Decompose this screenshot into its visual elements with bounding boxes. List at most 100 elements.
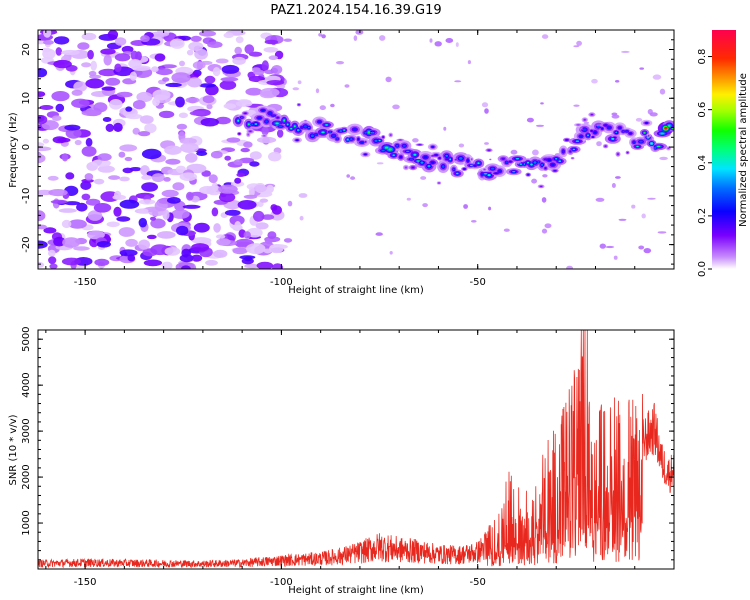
spectrogram-noise-blob [125,106,133,112]
colorbar-tick-label: 0.6 [697,102,708,118]
spectrogram-noise-blob [299,215,304,221]
spectrogram-noise-blob [81,62,92,68]
spectrogram-ylabel: Frequency (Hz) [8,112,19,188]
spectrogram-noise-blob [202,95,215,104]
spectrogram-noise-blob [207,41,223,48]
spectrogram-noise-blob [264,69,275,75]
spectrogram-noise-blob [257,136,277,144]
spectrogram-noise-blob [199,30,216,37]
spectrogram-noise-blob [167,197,181,204]
snr-ylabel: SNR (10 * v/v) [8,414,19,485]
spectrogram-noise-blob [71,98,90,109]
spectrogram-noise-blob [103,54,112,66]
spectrogram-ridge-blob [579,135,583,138]
spectrogram-noise-blob [631,204,636,209]
spectrogram-ridge-blob [575,140,580,142]
spectrogram-ridge-blob [629,132,632,135]
spectrogram-ridge-blob [515,158,520,160]
spectrogram-ridge-blob [417,160,420,162]
snr-ticks: -150 -100 -50 1000 2000 3000 4000 5000 [21,326,675,588]
spectrogram-ridge-blob [636,145,639,148]
spectrogram-noise-blob [292,87,300,91]
spectrogram-noise-blob [229,215,245,226]
spectrogram-ridge-blob [554,158,558,160]
spectrogram-frame [37,29,675,270]
spectrogram-ridge-blob [633,141,635,144]
spectrogram-ridge-blob [647,135,650,137]
spectrogram-noise-blob [65,172,75,180]
spectrogram-noise-blob [94,258,110,266]
spectrogram-ridge-blob [618,126,622,129]
spectrogram-noise-blob [43,227,57,234]
spectrogram-noise-blob [532,149,539,156]
spectrogram-noise-blob [526,117,534,123]
spectrogram-noise-blob [223,103,237,109]
spectrogram-noise-blob [85,137,93,147]
spectrogram-noise-blob [175,96,185,108]
spectrogram-ridge-blob [519,163,523,165]
spectrogram-ridge-blob [300,126,303,129]
spectrogram-ridge-blob [381,149,385,152]
spectrogram-ridge-blob [551,163,555,166]
spectrogram-noise-blob [93,178,105,185]
spectrogram-ridge-blob [543,158,548,161]
spectrogram-noise-blob [243,231,251,239]
spectrogram-ridge-blob [481,173,483,176]
spectrogram-noise-blob [639,67,644,70]
spectrogram-noise-blob [213,223,221,233]
spectrogram-noise-blob [615,176,621,179]
spectrogram-noise-blob [87,210,103,221]
spectrogram-noise-blob [218,184,238,194]
spectrogram-ticks: -150 -100 -50 20 10 0 -10 -20 [21,29,675,288]
spectrogram-noise-blob [249,161,260,167]
spectrogram-noise-blob [611,112,618,116]
spectrogram-noise-blob [216,238,231,246]
spectrogram-noise-blob [141,182,159,192]
spectrogram-noise-blob [385,76,392,83]
snr-xtick-label: -100 [270,577,293,588]
spectrogram-noise-blob [102,117,112,122]
spectrogram-ridge-blob [523,163,526,165]
spectrogram-noise-blob [277,129,284,138]
spectrogram-ridge-blob [505,161,508,164]
spectrogram-ridge-blob [657,145,661,148]
spectrogram-noise-blob [158,199,170,204]
spectrogram-ridge-blob [615,131,618,134]
spectrogram-ridge-blob [647,136,649,139]
spectrogram-ridge-blob [527,174,530,176]
colorbar-tick-label: 0.4 [697,155,708,171]
spectrogram-noise-blob [169,38,185,49]
spectrogram-noise-blob [39,105,54,110]
spectrogram-ridge-blob [268,112,272,115]
spectrogram-noise-blob [179,60,185,67]
spectrogram-noise-blob [64,201,81,206]
spectrogram-noise-blob [178,112,188,119]
spectrogram-noise-blob [445,38,454,43]
spectrogram-noise-blob [97,165,115,173]
spectrogram-ridge-blob [390,134,392,136]
spectrogram-noise-blob [136,91,153,103]
spectrogram-ridge-blob [438,157,441,159]
spectrogram-noise-blob [611,114,620,119]
spectrogram-noise-blob [150,244,170,256]
spectrogram-noise-blob [73,81,88,92]
spectrogram-noise-blob [330,103,335,108]
spectrogram-noise-blob [38,224,47,230]
spectrogram-noise-blob [315,88,320,94]
spectrogram-ridge-blob [487,174,491,177]
spectrogram-noise-blob [621,50,630,53]
spectrogram-noise-blob [114,63,122,73]
spectrogram-noise-blob [256,261,274,269]
spectrogram-ridge-blob [265,120,268,123]
spectrogram-ridge-blob [489,159,491,160]
spectrogram-noise-blob [573,104,580,107]
spectrogram-noise-blob [194,48,209,60]
spectrogram-ridge-blob [498,170,502,173]
spectrogram-noise-blob [434,41,442,47]
spectrogram-ridge-blob [411,166,415,169]
spectrogram-noise-blob [253,69,265,76]
spectrogram-noise-blob [224,155,231,161]
spectrogram-ridge-blob [582,128,587,131]
spectrogram-noise-blob [61,49,80,56]
spectrogram-ridge-blob [304,120,307,122]
